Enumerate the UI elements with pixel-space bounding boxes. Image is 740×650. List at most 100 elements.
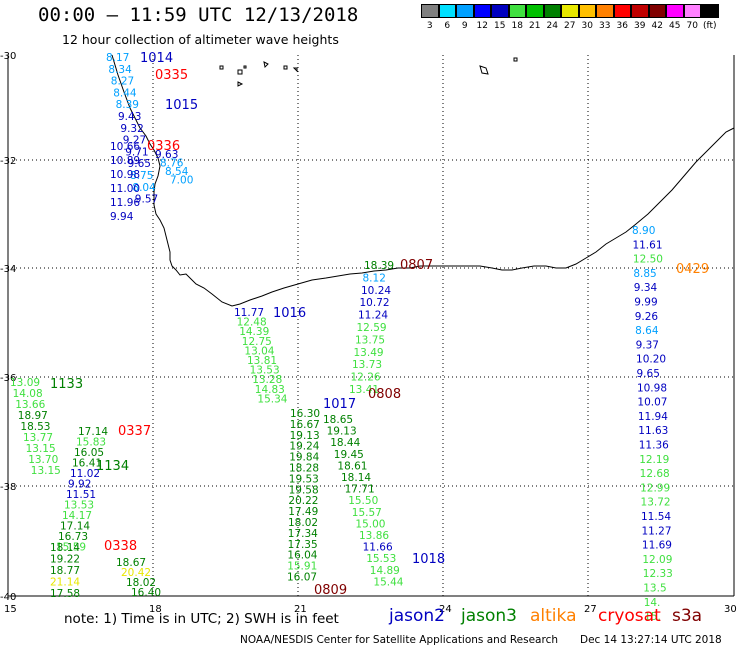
swh-value: 12.09 [642,554,672,566]
pass-time-label: 1014 [140,51,173,66]
legend-swatch [543,4,561,18]
swh-value: 15.59 [56,542,86,554]
generated-timestamp: Dec 14 13:27:14 UTC 2018 [580,634,722,646]
pass-time-label: 1015 [165,98,198,113]
legend-label: 24 [546,21,558,31]
swh-value: 11.69 [642,540,672,552]
swh-value: 17.14 [78,426,108,438]
swh-value: 8.44 [113,87,137,99]
swh-value: 16.40 [131,587,161,599]
swh-value: 9.63 [155,149,178,161]
swh-value: 18.77 [50,565,80,577]
legend-swatch [526,4,544,18]
track-t1014: 8.178.348.278.448.399.439.329.279.719.65… [106,51,173,206]
pass-time-label: 0809 [314,583,347,598]
swh-value: 13.15 [31,465,61,477]
track-t1017: 16.3016.6719.1319.2419.8418.2819.5319.58… [287,397,356,584]
swh-value: 15.34 [257,393,287,405]
pass-time-label: 0429 [676,262,709,277]
swh-value: 12.75 [242,336,272,348]
swh-value: 8.85 [633,268,656,280]
swh-value: 18.53 [20,421,50,433]
pass-time-label: 0808 [368,387,401,402]
swh-value: 14.17 [62,510,92,522]
legend-label: 12 [476,21,488,31]
satellite-label-s3a: s3a [672,606,703,626]
legend-swatch [683,4,701,18]
swh-value: 16.30 [290,408,320,420]
swh-value: 11.94 [638,411,668,423]
legend-swatch [631,4,649,18]
swh-value: 7.00 [170,175,193,187]
swh-value: 13.28 [252,374,282,386]
swh-value: 17.35 [288,539,318,551]
track-t1015: 10.66 10.89 10.98 11.00 11.96 9.94 1015 [110,98,198,223]
swh-value: 9.99 [634,297,657,309]
swh-value: 12.59 [357,322,387,334]
track-t0335: 0335 [155,68,188,83]
legend-label: 27 [564,21,576,31]
swh-value: 8.12 [363,272,386,284]
swh-value: 21.14 [50,577,80,589]
swh-value: 10.98 [637,382,667,394]
swh-value: 12.26 [351,372,381,384]
lon-tick-label: 18 [149,604,162,615]
satellite-label-jason2: jason2 [389,606,445,626]
swh-value: 9.37 [636,339,659,351]
swh-value: 13.41 [349,384,379,396]
legend-label: 6 [444,21,451,31]
pass-time-label: 1018 [412,552,445,567]
swh-value: 18.02 [126,577,156,589]
swh-value: 8.17 [106,52,129,64]
legend-label: 39 [634,21,646,31]
swh-value: 8.04 [132,182,156,194]
pass-time-label: 0338 [104,539,137,554]
swh-value: 13.86 [359,530,389,542]
swh-value: 12.50 [633,254,663,266]
swh-value: 15.00 [355,518,385,530]
swh-value: 18.02 [288,517,318,529]
swh-value: 13.15 [26,443,56,455]
swh-value: 12.68 [640,468,670,480]
track-t0337: 17.1415.8316.0516.4111.029.9211.5113.531… [56,424,151,554]
swh-value: 17.58 [50,588,80,600]
swh-value: 16.67 [290,419,320,431]
lat-tick-label: -36 [0,373,16,384]
swh-value: 18.14 [341,472,371,484]
lon-tick-label: 27 [584,604,597,615]
pass-time-label: 0337 [118,424,151,439]
swh-value: 8.75 [130,170,153,182]
lon-tick-label: 15 [4,604,17,615]
swh-value: 13.81 [247,355,277,367]
legend-swatch [491,4,509,18]
legend-swatch-row [421,4,719,18]
swh-value: 19.24 [289,441,319,453]
swh-value: 8.90 [632,225,655,237]
swh-value: 18.28 [289,463,319,475]
swh-value: 9.27 [123,135,146,147]
swh-value: 9.57 [135,194,158,206]
swh-value: 15.44 [373,576,403,588]
legend-label: 70 [686,21,698,31]
swh-value: 8.39 [116,99,139,111]
lat-tick-label: -34 [0,264,16,275]
swh-value: 15.53 [366,553,396,565]
swh-value: 14.08 [13,388,43,400]
lat-tick-label: -32 [0,156,16,167]
swh-value: 10.20 [636,354,666,366]
legend-swatch [613,4,631,18]
satellite-tracks: 8.178.348.278.448.399.439.329.279.719.65… [10,51,709,623]
legend-swatch [561,4,579,18]
credit-line: NOAA/NESDIS Center for Satellite Applica… [240,634,558,646]
legend-swatch [578,4,596,18]
lat-tick-label: -40 [0,592,16,603]
swh-value: 11.66 [363,542,393,554]
swh-value: 14.83 [255,384,285,396]
swh-value: 20.22 [288,495,318,507]
swh-value: 11.54 [641,511,671,523]
lat-tick-label: -38 [0,482,16,493]
swh-value: 17.49 [288,506,318,518]
legend-label: 30 [581,21,593,31]
